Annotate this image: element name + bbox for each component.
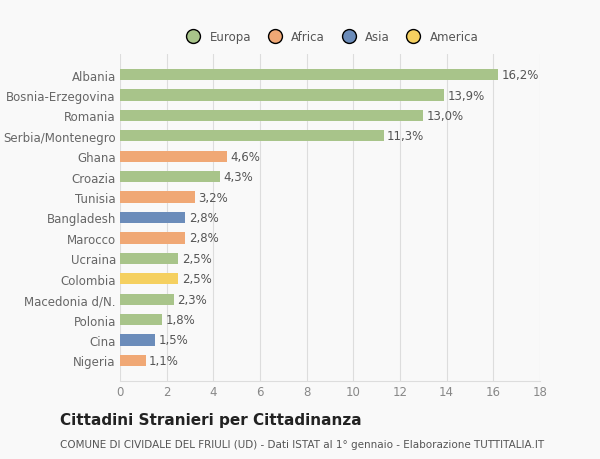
Text: 2,5%: 2,5% bbox=[182, 252, 212, 265]
Text: Cittadini Stranieri per Cittadinanza: Cittadini Stranieri per Cittadinanza bbox=[60, 413, 362, 428]
Bar bbox=[120, 294, 173, 305]
Legend: Europa, Africa, Asia, America: Europa, Africa, Asia, America bbox=[179, 28, 481, 46]
Bar bbox=[120, 253, 178, 264]
Text: 1,8%: 1,8% bbox=[166, 313, 195, 326]
Bar bbox=[120, 151, 227, 162]
Bar bbox=[120, 355, 146, 366]
Text: 1,1%: 1,1% bbox=[149, 354, 179, 367]
Text: 16,2%: 16,2% bbox=[502, 69, 539, 82]
Bar bbox=[120, 314, 162, 325]
Bar bbox=[120, 274, 178, 285]
Text: 13,0%: 13,0% bbox=[427, 110, 464, 123]
Bar bbox=[120, 233, 185, 244]
Text: 2,8%: 2,8% bbox=[189, 212, 218, 224]
Text: 2,3%: 2,3% bbox=[177, 293, 207, 306]
Text: 11,3%: 11,3% bbox=[387, 130, 424, 143]
Bar bbox=[120, 172, 220, 183]
Bar bbox=[120, 213, 185, 224]
Text: 1,5%: 1,5% bbox=[158, 334, 188, 347]
Bar bbox=[120, 335, 155, 346]
Bar bbox=[120, 111, 424, 122]
Text: 4,3%: 4,3% bbox=[224, 171, 254, 184]
Text: 2,5%: 2,5% bbox=[182, 273, 212, 285]
Text: 2,8%: 2,8% bbox=[189, 232, 218, 245]
Text: 3,2%: 3,2% bbox=[198, 191, 228, 204]
Text: 4,6%: 4,6% bbox=[231, 151, 261, 163]
Bar bbox=[120, 90, 445, 101]
Text: 13,9%: 13,9% bbox=[448, 90, 485, 102]
Text: COMUNE DI CIVIDALE DEL FRIULI (UD) - Dati ISTAT al 1° gennaio - Elaborazione TUT: COMUNE DI CIVIDALE DEL FRIULI (UD) - Dat… bbox=[60, 440, 544, 449]
Bar bbox=[120, 70, 498, 81]
Bar bbox=[120, 192, 194, 203]
Bar bbox=[120, 131, 383, 142]
